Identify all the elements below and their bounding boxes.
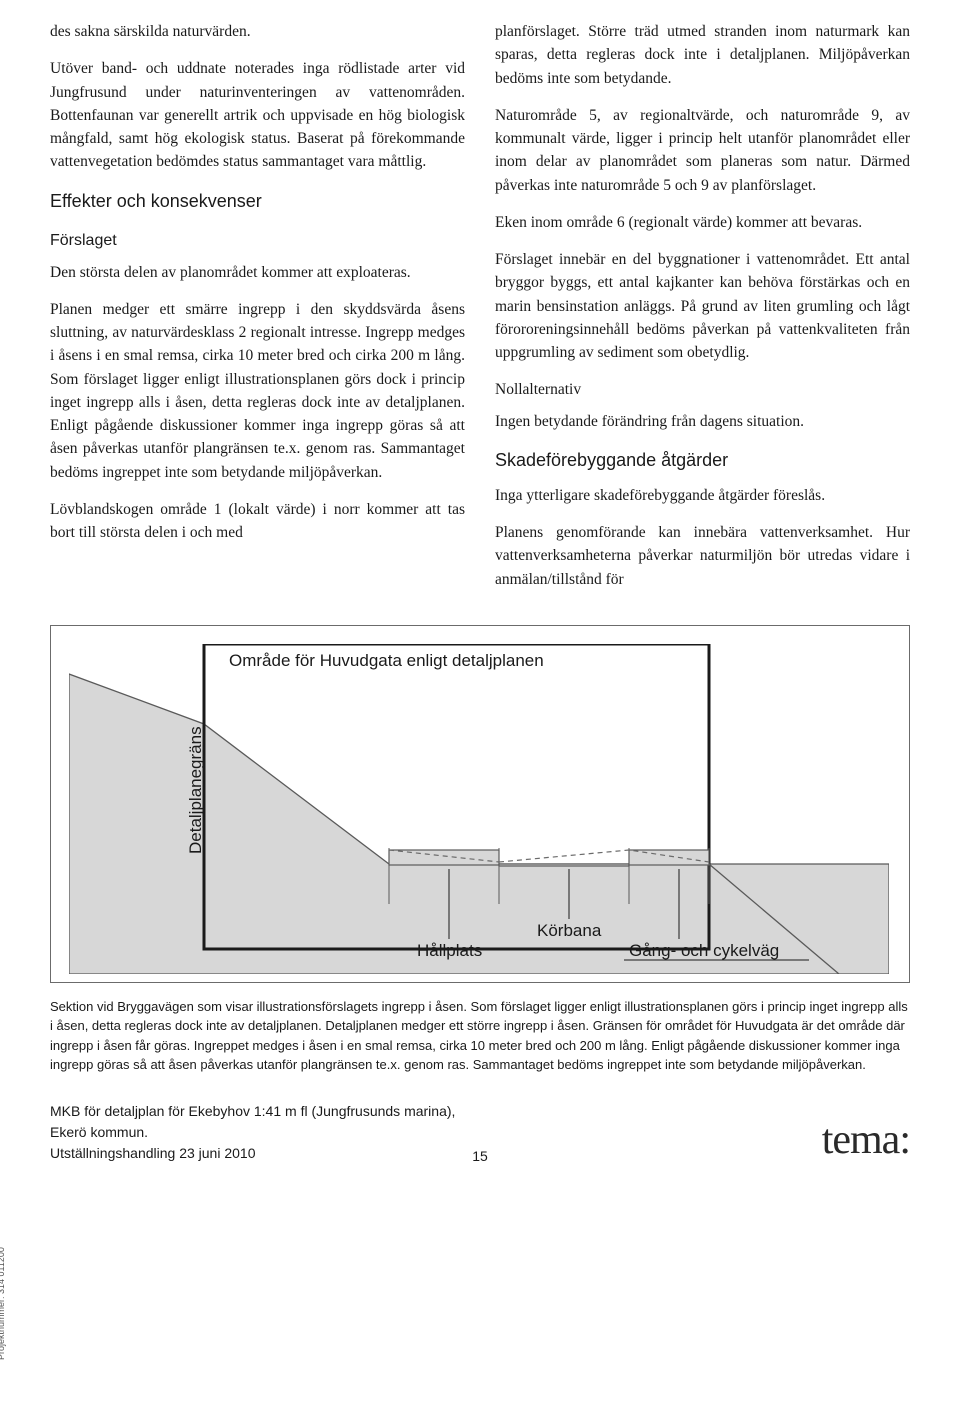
section-diagram: Område för Huvudgata enligt detaljplanen… — [50, 625, 910, 983]
vlabel-detaljplanegrans: Detaljplanegräns — [186, 726, 205, 854]
heading-nollalternativ: Nollalternativ — [495, 378, 910, 401]
column-right: planförslaget. Större träd utmed strande… — [495, 20, 910, 605]
project-number: Projektnummer: 314 011200 — [0, 1247, 6, 1360]
para: Den största delen av planområdet kommer … — [50, 261, 465, 284]
heading-forslaget: Förslaget — [50, 229, 465, 253]
diagram-caption: Sektion vid Bryggavägen som visar illust… — [50, 997, 910, 1075]
para: des sakna särskilda naturvärden. — [50, 20, 465, 43]
footer-text: MKB för detaljplan för Ekebyhov 1:41 m f… — [50, 1101, 455, 1164]
footer-line: MKB för detaljplan för Ekebyhov 1:41 m f… — [50, 1101, 455, 1122]
para: planförslaget. Större träd utmed strande… — [495, 20, 910, 90]
para: Planen medger ett smärre ingrepp i den s… — [50, 298, 465, 484]
para: Eken inom område 6 (regionalt värde) kom… — [495, 211, 910, 234]
footer-line: Utställningshandling 23 juni 2010 — [50, 1143, 455, 1164]
text-columns: des sakna särskilda naturvärden. Utöver … — [50, 20, 910, 605]
para: Förslaget innebär en del byggnationer i … — [495, 248, 910, 364]
footer-line: Ekerö kommun. — [50, 1122, 455, 1143]
para: Planens genomförande kan innebära vatten… — [495, 521, 910, 591]
page-footer: MKB för detaljplan för Ekebyhov 1:41 m f… — [50, 1101, 910, 1164]
label-hallplats: Hållplats — [417, 941, 482, 960]
cross-section-svg: Område för Huvudgata enligt detaljplanen… — [69, 644, 889, 974]
para: Naturområde 5, av regionaltvärde, och na… — [495, 104, 910, 197]
para: Lövblandskogen område 1 (lokalt värde) i… — [50, 498, 465, 545]
column-left: des sakna särskilda naturvärden. Utöver … — [50, 20, 465, 605]
label-korbana: Körbana — [537, 921, 602, 940]
heading-skadeforebyggande: Skadeförebyggande åtgärder — [495, 447, 910, 474]
para: Ingen betydande förändring från dagens s… — [495, 410, 910, 433]
para: Utöver band- och uddnate noterades inga … — [50, 57, 465, 173]
diagram-title: Område för Huvudgata enligt detaljplanen — [229, 651, 544, 670]
label-gang: Gång- och cykelväg — [629, 941, 779, 960]
page-number: 15 — [472, 1148, 488, 1164]
logo-tema: tema: — [822, 1116, 910, 1164]
para: Inga ytterligare skadeförebyggande åtgär… — [495, 484, 910, 507]
heading-effekter: Effekter och konsekvenser — [50, 188, 465, 215]
